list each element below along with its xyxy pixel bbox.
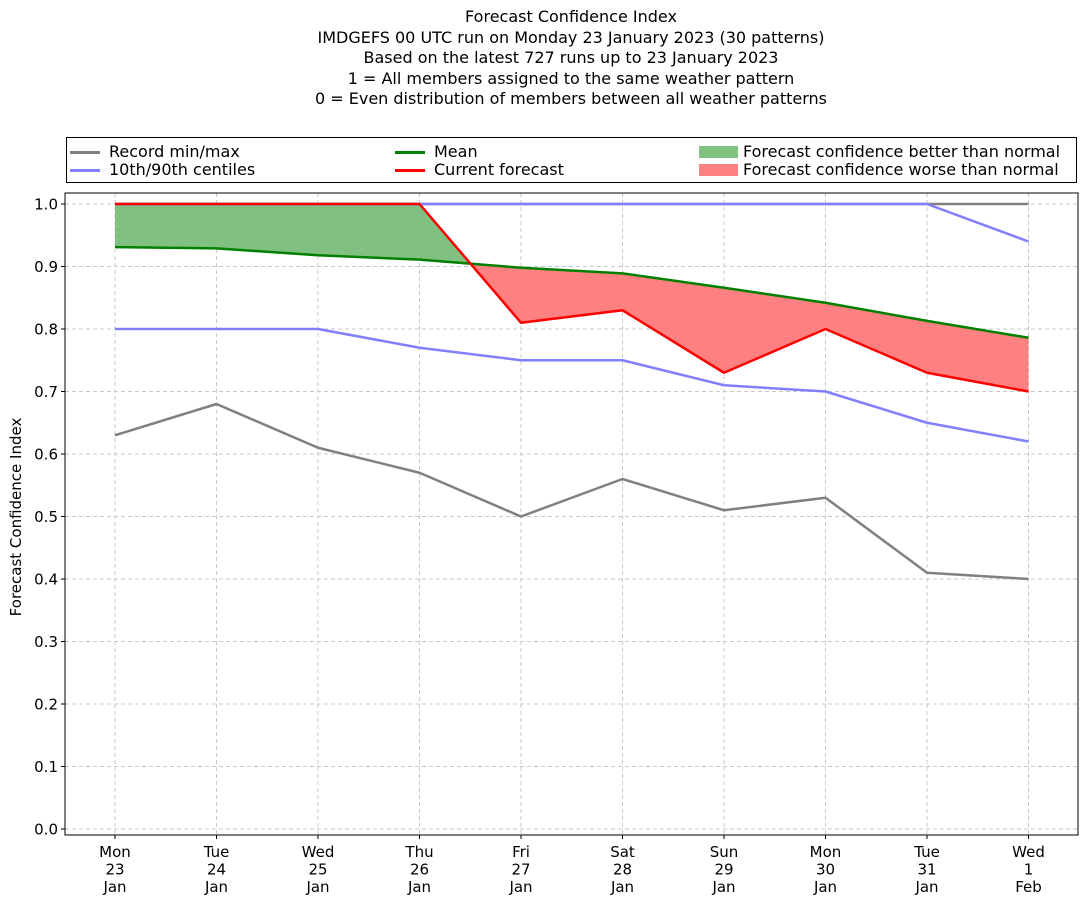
legend-label: Mean — [434, 142, 478, 161]
legend-swatch-worse — [699, 164, 738, 176]
x-tick-label: Jan — [407, 878, 431, 896]
y-tick-label: 0.8 — [34, 321, 58, 339]
fill-worse-than-normal — [622, 273, 724, 373]
x-tick-label: 29 — [714, 861, 733, 879]
y-tick-label: 0.3 — [34, 633, 58, 651]
fill-worse-than-normal — [724, 287, 826, 373]
x-tick-label: Jan — [305, 878, 329, 896]
y-tick-label: 0.9 — [34, 258, 58, 276]
y-tick-label: 0.7 — [34, 383, 58, 401]
x-tick-label: 23 — [105, 861, 124, 879]
y-tick-label: 0.0 — [34, 821, 58, 839]
legend-label: Current forecast — [434, 160, 564, 179]
fill-better-than-normal — [318, 204, 420, 260]
x-tick-label: Wed — [302, 843, 335, 861]
x-tick-label: 26 — [410, 861, 429, 879]
legend: Record min/max 10th/90th centiles Mean C… — [66, 137, 1077, 183]
legend-label: Forecast confidence worse than normal — [743, 160, 1059, 179]
plot-frame — [64, 192, 1079, 836]
series-line-mean — [114, 245, 1029, 339]
x-tick-label: Jan — [711, 878, 735, 896]
x-tick-label: Jan — [813, 878, 837, 896]
x-tick-label: Tue — [203, 843, 230, 861]
x-tick-label: Fri — [512, 843, 530, 861]
legend-swatch-mean — [395, 151, 425, 154]
fill-worse-than-normal — [825, 302, 927, 373]
confidence-fill-areas — [115, 204, 1029, 392]
x-tick-label: Sun — [710, 843, 739, 861]
legend-swatch-record — [70, 151, 100, 154]
x-tick-label: Mon — [99, 843, 131, 861]
legend-swatch-current — [395, 169, 425, 172]
legend-swatch-centiles — [70, 169, 100, 172]
x-tick-label: Thu — [404, 843, 433, 861]
y-tick-label: 0.2 — [34, 696, 58, 714]
y-tick-label: 0.6 — [34, 446, 58, 464]
x-tick-label: Mon — [810, 843, 842, 861]
subtitle-line: Based on the latest 727 runs up to 23 Ja… — [363, 48, 779, 67]
legend-label: 10th/90th centiles — [109, 160, 256, 179]
x-tick-label: 30 — [816, 861, 835, 879]
x-tick-label: 1 — [1024, 861, 1034, 879]
x-tick-label: Jan — [204, 878, 228, 896]
series-line-current — [115, 202, 1029, 393]
legend-label: Forecast confidence better than normal — [743, 142, 1061, 161]
y-axis-ticks: 0.0 0.1 0.2 0.3 0.4 0.5 0.6 0.7 0.8 0.9 1.0 — [34, 196, 65, 839]
x-tick-label: Jan — [610, 878, 634, 896]
x-tick-label: Wed — [1012, 843, 1045, 861]
x-tick-label: 28 — [613, 861, 632, 879]
y-tick-label: 0.4 — [34, 571, 58, 589]
x-axis-ticks: Mon23JanTue24JanWed25JanThu26JanFri27Jan… — [99, 835, 1045, 896]
title-line: Forecast Confidence Index — [465, 7, 677, 26]
subtitle-line: IMDGEFS 00 UTC run on Monday 23 January … — [317, 27, 825, 47]
x-tick-label: 24 — [207, 861, 226, 879]
fill-worse-than-normal — [521, 267, 623, 323]
x-tick-label: Feb — [1015, 878, 1042, 896]
x-tick-label: Jan — [102, 878, 126, 896]
x-tick-label: 31 — [917, 861, 936, 879]
y-tick-label: 0.1 — [34, 758, 58, 776]
legend-swatch-better — [699, 146, 738, 158]
x-tick-label: Sat — [610, 843, 635, 861]
series-lines — [114, 202, 1029, 581]
fill-better-than-normal — [115, 204, 217, 249]
subtitle-line: 0 = Even distribution of members between… — [314, 89, 828, 108]
y-tick-label: 1.0 — [34, 196, 58, 214]
fill-worse-than-normal — [927, 320, 1029, 392]
fill-better-than-normal — [216, 204, 318, 256]
y-tick-label: 0.5 — [34, 508, 58, 526]
y-axis-label: Forecast Confidence Index — [7, 418, 25, 617]
series-line-record-min — [114, 402, 1029, 581]
chart-title: Forecast Confidence Index IMDGEFS 00 UTC… — [0, 7, 1092, 110]
x-tick-label: Jan — [914, 878, 938, 896]
subtitle-line: 1 = All members assigned to the same wea… — [347, 68, 795, 88]
series-line-p10 — [115, 327, 1029, 443]
x-tick-label: 25 — [308, 861, 327, 879]
x-tick-label: Jan — [508, 878, 532, 896]
legend-label: Record min/max — [109, 142, 240, 161]
x-tick-label: Tue — [913, 843, 940, 861]
x-tick-label: 27 — [511, 861, 530, 879]
